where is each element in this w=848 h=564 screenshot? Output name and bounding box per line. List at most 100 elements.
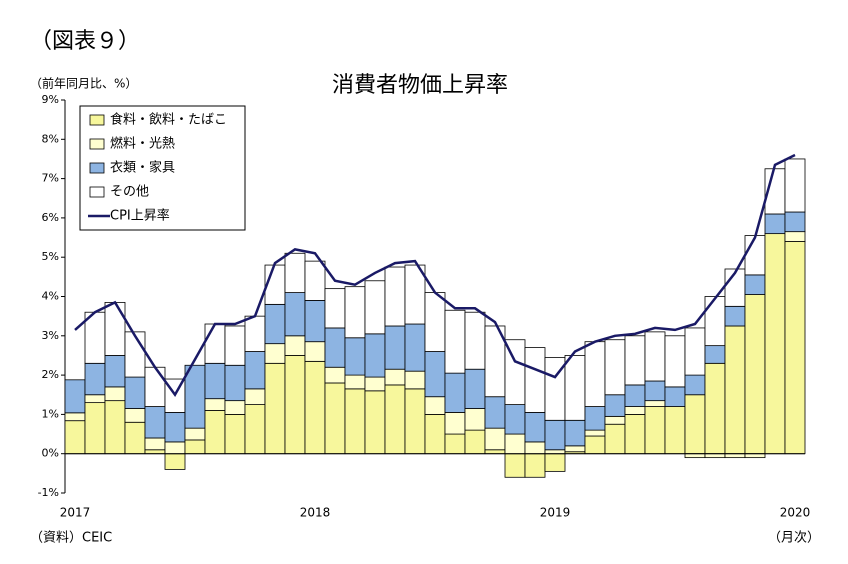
bar-segment	[744, 235, 766, 276]
bar-segment	[584, 341, 606, 407]
bar-segment	[344, 388, 366, 455]
bar-segment	[604, 394, 626, 417]
bar-segment	[464, 311, 486, 370]
bar-segment	[224, 364, 246, 402]
bar-segment	[104, 400, 126, 455]
bar-segment	[184, 427, 206, 441]
y-tick-label: 5%	[42, 250, 59, 263]
bar-segment	[344, 337, 366, 376]
bar-segment	[204, 323, 226, 364]
legend-label: CPI上昇率	[110, 208, 170, 224]
bar-segment	[704, 362, 726, 455]
bar-segment	[644, 380, 666, 402]
bar-segment	[684, 327, 706, 376]
bar-segment	[724, 453, 746, 459]
bar-segment	[164, 441, 186, 455]
bar-segment	[384, 368, 406, 386]
legend-label: 食料・飲料・たばこ	[110, 112, 227, 128]
bar-segment	[784, 158, 806, 213]
bar-segment	[484, 449, 506, 455]
x-tick-label: 2018	[300, 506, 331, 520]
bar-segment	[184, 364, 206, 429]
y-tick-label: 1%	[42, 407, 59, 420]
bar-segment	[404, 323, 426, 372]
bar-segment	[424, 292, 446, 352]
bar-segment	[124, 421, 146, 455]
legend-label: 燃料・光熱	[110, 136, 175, 152]
bar-segment	[564, 355, 586, 421]
bar-segment	[364, 280, 386, 335]
bar-segment	[364, 333, 386, 378]
bar-segment	[284, 252, 306, 293]
bar-segment	[124, 376, 146, 409]
bar-segment	[364, 376, 386, 392]
bar-segment	[264, 343, 286, 364]
bar-segment	[384, 325, 406, 370]
bar-segment	[244, 404, 266, 455]
bar-segment	[784, 211, 806, 233]
figure-label: （図表９）	[30, 29, 140, 54]
bar-segment	[724, 305, 746, 327]
bar-segment	[704, 453, 726, 459]
y-tick-label: 3%	[42, 329, 59, 342]
y-tick-label: 4%	[42, 290, 59, 303]
bar-segment	[624, 384, 646, 407]
bar-segment	[744, 274, 766, 295]
legend-swatch	[89, 114, 105, 126]
bar-segment	[104, 355, 126, 388]
bar-segment	[344, 374, 366, 390]
bar-segment	[424, 396, 446, 415]
bar-segment	[544, 449, 566, 455]
bar-segment	[644, 406, 666, 455]
bar-segment	[524, 453, 546, 478]
bar-segment	[164, 412, 186, 443]
bar-segment	[524, 412, 546, 443]
bar-segment	[784, 231, 806, 242]
bar-segment	[444, 309, 466, 374]
bar-segment	[304, 300, 326, 343]
bar-segment	[404, 388, 426, 455]
bar-segment	[684, 394, 706, 455]
bar-segment	[424, 413, 446, 455]
bar-segment	[84, 362, 106, 396]
bar-segment	[244, 388, 266, 405]
bar-segment	[244, 315, 266, 352]
bar-segment	[624, 413, 646, 455]
bar-segment	[144, 366, 166, 407]
y-tick-label: 6%	[42, 211, 59, 224]
x-tick-label: 2019	[540, 506, 571, 520]
bar-segment	[104, 301, 126, 356]
bar-segment	[744, 453, 766, 459]
bar-segment	[284, 292, 306, 337]
bar-segment	[304, 260, 326, 301]
bar-segment	[724, 325, 746, 455]
bar-segment	[684, 453, 706, 459]
bar-segment	[624, 335, 646, 386]
bar-segment	[304, 341, 326, 362]
y-tick-label: 0%	[42, 447, 59, 460]
legend-swatch	[89, 186, 105, 198]
bar-segment	[424, 351, 446, 398]
bar-segment	[564, 419, 586, 447]
bar-segment	[364, 390, 386, 455]
bar-segment	[164, 453, 186, 470]
bar-segment	[244, 351, 266, 390]
bar-segment	[284, 335, 306, 356]
bar-segment	[344, 286, 366, 339]
bar-segment	[64, 379, 86, 414]
bar-segment	[664, 406, 686, 455]
chart-title: 消費者物価上昇率	[332, 73, 508, 98]
bar-segment	[484, 427, 506, 451]
y-tick-label: -1%	[38, 486, 59, 499]
bar-segment	[524, 347, 546, 413]
bar-segment	[204, 410, 226, 455]
y-tick-label: 2%	[42, 368, 59, 381]
y-axis-label: （前年同月比、%）	[30, 76, 137, 91]
bar-segment	[604, 339, 626, 396]
bar-segment	[224, 413, 246, 455]
bar-segment	[324, 366, 346, 384]
bar-segment	[124, 408, 146, 423]
bar-segment	[144, 406, 166, 439]
